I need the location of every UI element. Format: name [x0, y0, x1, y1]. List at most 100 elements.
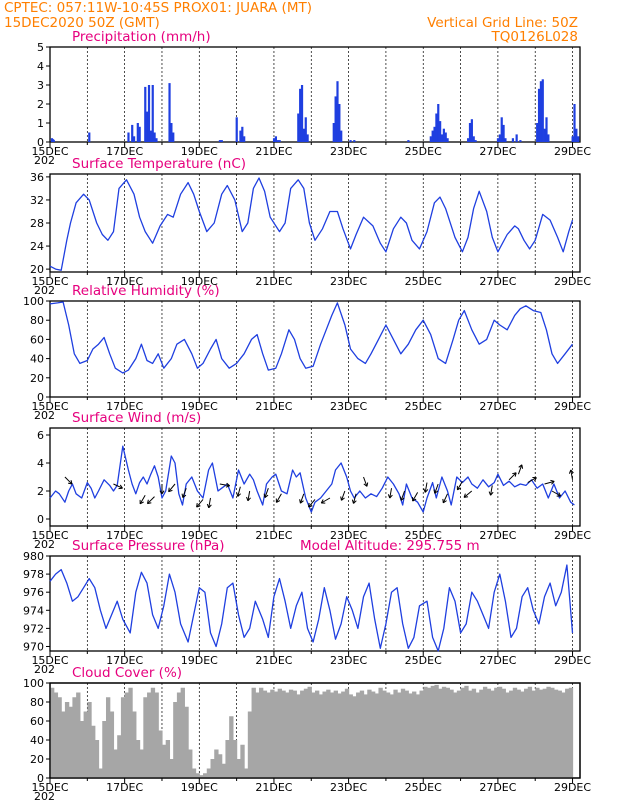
- rh-date-label: 17DEC: [106, 400, 143, 413]
- wind-arrow: [159, 484, 165, 495]
- pressure-date-label: 17DEC: [106, 654, 143, 667]
- rh-date-label: 27DEC: [479, 400, 516, 413]
- header-date: 15DEC2020 50Z (GMT): [4, 15, 160, 31]
- rh-date-label: 19DEC: [181, 400, 218, 413]
- precip-year-label: 202: [34, 154, 55, 167]
- precip-bar: [220, 140, 223, 142]
- wind-arrow: [412, 492, 419, 502]
- precip-bar: [468, 123, 472, 142]
- precip-bar: [435, 113, 438, 142]
- wind-arrow: [308, 499, 316, 508]
- wind-date-label: 23DEC: [330, 529, 367, 542]
- cloud-bar: [494, 687, 499, 778]
- precip-bar: [144, 86, 147, 142]
- wind-ytick-label: 4: [37, 457, 44, 470]
- rh-series-line: [49, 301, 574, 374]
- cloud-bar: [370, 691, 376, 778]
- cloud-bar: [113, 749, 118, 778]
- cloud-bar: [509, 690, 514, 778]
- precip-date-label: 15DEC: [31, 145, 68, 158]
- pressure-date-label: 23DEC: [330, 654, 367, 667]
- temp-date-label: 21DEC: [255, 275, 292, 288]
- rh-ytick-label: 80: [30, 314, 44, 327]
- wind-arrow: [299, 493, 305, 504]
- temp-date-label: 29DEC: [554, 275, 591, 288]
- precip-bar: [429, 136, 432, 142]
- cloud-date-label: 21DEC: [255, 781, 292, 794]
- cloud-bar: [128, 687, 133, 778]
- cloud-bar: [180, 687, 185, 778]
- precip-ytick-label: 3: [37, 79, 44, 92]
- cloud-ytick-label: 60: [30, 715, 44, 728]
- temp-date-label: 19DEC: [181, 275, 218, 288]
- cloud-bar: [400, 688, 406, 778]
- cloud-ytick-label: 20: [30, 753, 44, 766]
- cloud-bar: [497, 686, 503, 778]
- cloud-bar: [430, 685, 436, 778]
- temp-series-line: [49, 177, 574, 271]
- precip-title: Precipitation (mm/h): [72, 29, 211, 45]
- temp-date-label: 17DEC: [106, 275, 143, 288]
- cloud-bar: [453, 692, 458, 778]
- temp-ytick-label: 36: [30, 171, 44, 184]
- cloud-bar: [102, 721, 107, 778]
- temp-ytick-label: 24: [30, 240, 44, 253]
- precip-bar: [127, 132, 130, 142]
- precip-bar: [470, 119, 473, 142]
- cloud-bar: [423, 686, 428, 778]
- wind-date-label: 27DEC: [479, 529, 516, 542]
- wind-arrow: [340, 490, 346, 501]
- cloud-bar: [341, 691, 346, 778]
- temp-ytick-label: 20: [30, 263, 44, 276]
- pressure-ytick-label: 978: [23, 568, 44, 581]
- precip-panel: 0 1 2 3 4 5 15DEC 17DEC 19DEC 21DEC 23DEC 25DEC 27DE…: [31, 29, 591, 167]
- wind-ytick-label: 6: [37, 429, 44, 442]
- rh-date-label: 25DEC: [405, 400, 442, 413]
- cloud-bar: [326, 689, 331, 778]
- cloud-bar: [445, 687, 450, 778]
- cloud-bar: [229, 716, 234, 778]
- cloud-bar: [76, 692, 81, 778]
- wind-arrow: [399, 490, 406, 501]
- precip-bar: [407, 140, 410, 142]
- rh-date-label: 29DEC: [554, 400, 591, 413]
- rh-ytick-label: 0: [37, 391, 44, 404]
- cloud-bar: [546, 686, 551, 778]
- cloud-bar: [300, 690, 305, 778]
- cloud-bar: [482, 686, 488, 778]
- precip-bar: [239, 130, 242, 142]
- header-vertical-grid: Vertical Grid Line: 50Z: [427, 15, 578, 31]
- header-model-code: TQ0126L028: [490, 29, 578, 45]
- rh-date-label: 23DEC: [330, 400, 367, 413]
- wind-arrow: [423, 482, 429, 493]
- precip-bar: [304, 117, 307, 142]
- temp-title: Surface Temperature (nC): [72, 156, 246, 172]
- precip-ytick-label: 5: [37, 41, 44, 54]
- pressure-date-label: 21DEC: [255, 654, 292, 667]
- cloud-bar: [441, 686, 447, 778]
- cloud-bar: [270, 689, 275, 778]
- cloud-bar: [333, 690, 338, 778]
- cloud-bar: [550, 687, 555, 778]
- pressure-ytick-label: 976: [23, 586, 44, 599]
- precip-bar: [502, 124, 505, 142]
- precip-bar: [299, 88, 302, 142]
- wind-arrow: [508, 472, 517, 481]
- pressure-panel: 970 972 974 976 978 980 15DEC 17DEC 19DEC 21DEC 23…: [23, 538, 591, 676]
- cloud-bar: [318, 694, 324, 778]
- cloud-bar: [449, 689, 454, 778]
- precip-bar: [515, 134, 518, 142]
- precip-bar: [439, 121, 442, 142]
- cloud-bar: [158, 730, 163, 778]
- cloud-bar: [124, 692, 129, 778]
- precip-bar: [338, 104, 341, 142]
- precip-bar: [146, 111, 149, 142]
- precip-date-label: 23DEC: [330, 145, 367, 158]
- cloud-bar: [135, 740, 141, 778]
- precip-bar: [340, 130, 343, 142]
- cloud-bar: [374, 693, 380, 778]
- cloud-bar: [524, 688, 529, 778]
- precip-bar: [170, 123, 173, 142]
- precip-bar: [276, 140, 279, 142]
